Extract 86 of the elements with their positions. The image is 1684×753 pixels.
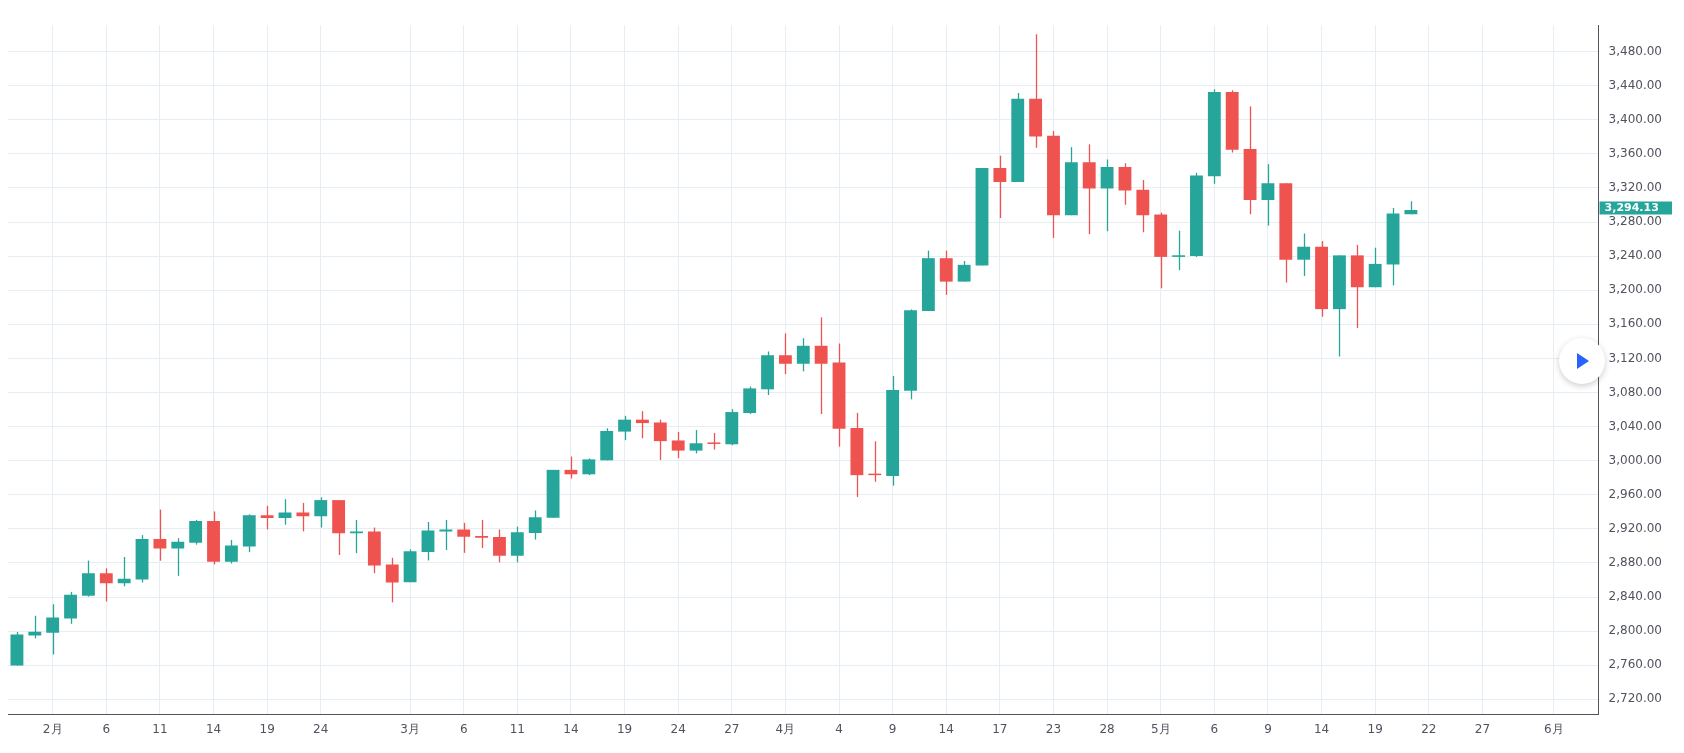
y-tick-label: 2,880.00 bbox=[1608, 555, 1662, 570]
candlestick bbox=[653, 419, 667, 461]
candlestick bbox=[1368, 247, 1382, 288]
candlestick bbox=[314, 496, 328, 529]
candlestick bbox=[510, 525, 524, 563]
x-tick-label: 24 bbox=[313, 721, 329, 736]
x-tick-label: 14 bbox=[205, 721, 222, 736]
x-tick-label: 4月 bbox=[775, 721, 796, 736]
y-tick-label: 2,840.00 bbox=[1608, 589, 1662, 604]
candlestick bbox=[457, 522, 471, 554]
y-tick-label: 3,320.00 bbox=[1608, 180, 1662, 195]
y-tick-label: 2,760.00 bbox=[1608, 657, 1662, 672]
y-tick-label: 3,040.00 bbox=[1608, 418, 1662, 433]
candlestick bbox=[796, 337, 810, 372]
x-tick-label: 6 bbox=[102, 721, 111, 736]
candlestick bbox=[350, 519, 363, 554]
candlestick bbox=[528, 509, 542, 541]
y-tick-label: 2,720.00 bbox=[1608, 691, 1662, 706]
candlestick bbox=[475, 519, 489, 549]
candlestick bbox=[421, 521, 435, 562]
y-tick-label: 2,800.00 bbox=[1608, 623, 1662, 638]
candlestick bbox=[99, 567, 113, 603]
y-tick-label: 2,960.00 bbox=[1608, 486, 1662, 501]
x-tick-label: 27 bbox=[1474, 721, 1491, 736]
x-tick-label: 9 bbox=[1264, 721, 1272, 736]
y-tick-label: 3,160.00 bbox=[1608, 316, 1662, 331]
candlestick bbox=[64, 591, 77, 625]
x-tick-label: 3月 bbox=[400, 721, 420, 736]
candlestick bbox=[778, 332, 792, 375]
y-tick-label: 2,920.00 bbox=[1608, 520, 1662, 535]
candlestick bbox=[1261, 163, 1275, 227]
x-tick-label: 6 bbox=[1210, 721, 1219, 736]
x-tick-label: 14 bbox=[1313, 721, 1330, 736]
candlestick bbox=[224, 539, 238, 565]
x-tick-label: 28 bbox=[1099, 721, 1115, 736]
x-tick-label: 9 bbox=[888, 721, 897, 736]
candlestick bbox=[1297, 232, 1311, 277]
y-tick-label: 3,000.00 bbox=[1608, 452, 1662, 467]
x-tick-label: 17 bbox=[992, 721, 1008, 736]
candlestick bbox=[28, 615, 42, 639]
candlestick bbox=[189, 519, 203, 546]
candlestick bbox=[1100, 158, 1114, 232]
candlestick bbox=[171, 537, 185, 577]
y-tick-label: 3,400.00 bbox=[1608, 111, 1662, 126]
candlestick bbox=[493, 528, 506, 563]
text: 3,294.13 bbox=[1604, 200, 1659, 214]
candlestick bbox=[618, 415, 631, 441]
x-tick-label: 24 bbox=[670, 721, 686, 736]
candlestick bbox=[939, 249, 953, 296]
x-tick-label: 14 bbox=[563, 721, 579, 736]
x-tick-label: 11 bbox=[509, 721, 525, 736]
x-tick-label: 2月 bbox=[42, 721, 63, 736]
candlestick bbox=[385, 557, 399, 604]
x-tick-label: 19 bbox=[1367, 721, 1383, 736]
candlestick bbox=[1172, 230, 1186, 271]
y-tick-label: 3,240.00 bbox=[1608, 248, 1662, 263]
candlestick bbox=[81, 560, 95, 598]
x-tick-label: 19 bbox=[616, 721, 633, 736]
x-tick-label: 19 bbox=[259, 721, 275, 736]
candlestick bbox=[278, 498, 292, 526]
candlestick bbox=[814, 316, 828, 415]
y-tick-label: 3,080.00 bbox=[1608, 384, 1662, 399]
x-tick-label: 11 bbox=[152, 721, 168, 736]
x-tick-label: 5月 bbox=[1150, 721, 1171, 736]
candlestick bbox=[296, 502, 310, 533]
y-tick-label: 3,280.00 bbox=[1608, 214, 1662, 229]
candlestick bbox=[993, 155, 1007, 219]
candlestick bbox=[1118, 162, 1132, 206]
y-tick-label: 3,200.00 bbox=[1608, 282, 1662, 297]
candlestick bbox=[957, 260, 971, 283]
y-tick-label: 3,120.00 bbox=[1608, 350, 1662, 365]
x-tick-label: 6月 bbox=[1544, 721, 1564, 736]
candlestick bbox=[153, 508, 167, 562]
y-tick-label: 3,480.00 bbox=[1608, 43, 1662, 58]
x-tick-label: 27 bbox=[724, 721, 740, 736]
candlestick bbox=[689, 429, 703, 455]
x-tick-label: 6 bbox=[459, 721, 468, 736]
y-tick-label: 3,440.00 bbox=[1608, 77, 1662, 92]
x-tick-label: 14 bbox=[938, 721, 954, 736]
candlestick bbox=[46, 603, 60, 656]
candlestick bbox=[671, 431, 685, 459]
candlestick bbox=[260, 505, 274, 531]
x-tick-label: 23 bbox=[1045, 721, 1062, 736]
x-tick-label: 22 bbox=[1421, 721, 1437, 736]
y-tick-label: 3,360.00 bbox=[1608, 146, 1662, 160]
x-tick-label: 4 bbox=[835, 721, 843, 736]
